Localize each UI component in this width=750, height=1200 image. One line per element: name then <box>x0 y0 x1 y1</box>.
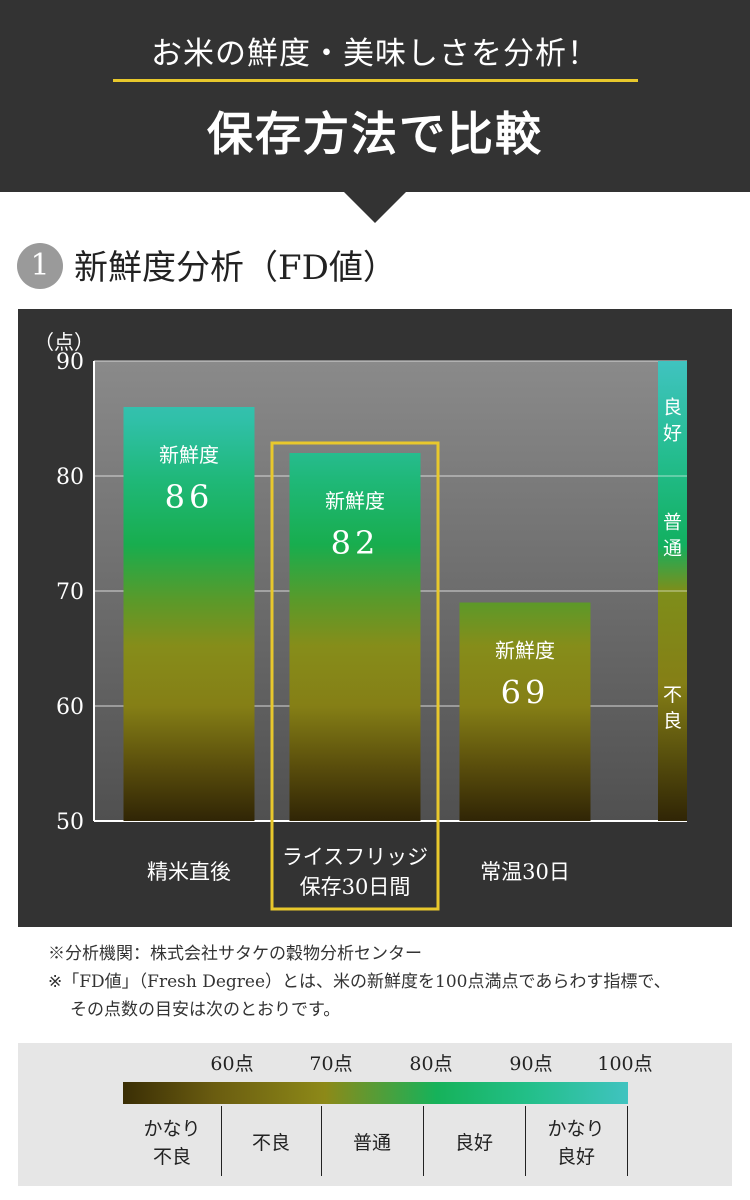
y-tick-label: 90 <box>56 350 84 375</box>
y-tick-label: 50 <box>56 810 84 835</box>
x-category-label: 保存30日間 <box>300 875 411 899</box>
y-axis-label: （点） <box>34 330 94 354</box>
legend-tick-label: 100点 <box>597 1053 653 1075</box>
legend-tick-label: 70点 <box>309 1053 353 1075</box>
x-category-label: 精米直後 <box>147 860 231 884</box>
legend-divider <box>627 1106 628 1176</box>
y-tick-label: 70 <box>56 580 84 605</box>
bar <box>459 602 591 821</box>
notes: ※分析機関：株式会社サタケの穀物分析センター ※「FD値」（Fresh Degr… <box>48 940 671 1024</box>
legend-tick-label: 80点 <box>409 1053 453 1075</box>
header-underline <box>113 79 638 82</box>
note-agency: ※分析機関：株式会社サタケの穀物分析センター <box>48 944 422 964</box>
legend-category: 不良 <box>251 1132 290 1154</box>
scale-band-label-char: 不 <box>663 684 682 706</box>
legend-category: かなり 良好 <box>547 1118 605 1168</box>
legend-divider <box>321 1106 322 1176</box>
x-category-label: 常温30日 <box>480 860 570 884</box>
header-arrow-icon <box>343 191 407 223</box>
y-tick-label: 60 <box>56 695 84 720</box>
legend-divider <box>525 1106 526 1176</box>
header-subtitle: お米の鮮度・美味しさを分析！ <box>151 36 599 72</box>
legend-divider <box>221 1106 222 1176</box>
header-banner: お米の鮮度・美味しさを分析！ 保存方法で比較 <box>0 0 750 192</box>
legend-panel <box>18 1043 732 1186</box>
legend-category: 良好 <box>454 1132 493 1154</box>
bar-label-title: 新鮮度 <box>325 489 385 513</box>
chart-panel: 90 80 70 60 50 （点） 良好普通不良 新鮮度 86 新鮮度 82 新鮮度 69 精米… <box>18 309 732 927</box>
section-title: 新鮮度分析（FD値） <box>74 248 397 288</box>
note-fd-guide: その点数の目安は次のとおりです。 <box>70 1000 341 1020</box>
legend-tick-label: 90点 <box>509 1053 553 1075</box>
scale-band-label-char: 好 <box>663 423 682 445</box>
bar-label-title: 新鮮度 <box>159 443 219 467</box>
bar-value-label: 82 <box>331 524 380 562</box>
note-fd-definition: ※「FD値」（Fresh Degree）とは、米の新鮮度を100点満点であらわす… <box>48 972 671 992</box>
scale-band-label-char: 良 <box>663 710 682 732</box>
legend-category: かなり 不良 <box>143 1118 201 1168</box>
bar-value-label: 69 <box>501 674 550 712</box>
section-number-badge: 1 <box>17 243 63 289</box>
scale-band-label-char: 普 <box>663 512 682 534</box>
legend-category: 普通 <box>352 1132 391 1154</box>
legend-tick-label: 60点 <box>210 1053 254 1075</box>
bar-value-label: 86 <box>165 478 214 516</box>
scale-band-label-char: 良 <box>663 397 682 419</box>
bar <box>289 453 421 821</box>
legend-gradient-bar <box>123 1082 628 1104</box>
scale-band-label-char: 通 <box>663 538 682 560</box>
x-category-label: ライスフリッジ <box>282 845 428 869</box>
y-tick-label: 80 <box>56 465 84 490</box>
bar-label-title: 新鮮度 <box>495 639 555 663</box>
header-title: 保存方法で比較 <box>207 107 543 161</box>
highlight-frame <box>270 441 440 911</box>
bar <box>123 407 255 821</box>
legend-tick-labels: 60点 70点 80点 90点 100点 <box>0 1049 750 1079</box>
legend-divider <box>423 1106 424 1176</box>
